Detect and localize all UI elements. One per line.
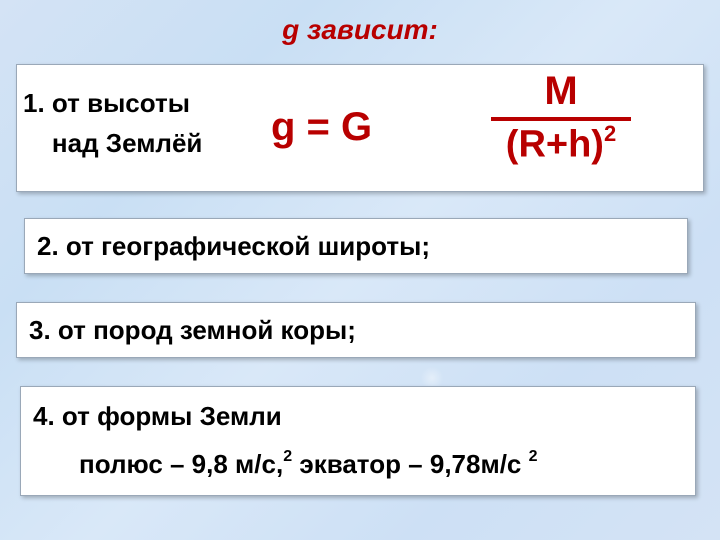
item-2-text: 2. от географической широты; xyxy=(37,231,430,262)
formula-den-exp: 2 xyxy=(604,121,616,146)
item-4-sup2: 2 xyxy=(529,448,538,465)
formula-den-base: (R+h) xyxy=(506,124,604,166)
item-2-box: 2. от географической широты; xyxy=(24,218,688,274)
slide-title: g зависит: xyxy=(0,14,720,46)
formula-fraction: M (R+h)2 xyxy=(461,71,661,164)
item-1-box: 1. от высоты над Землёй g = G M (R+h)2 xyxy=(16,64,704,192)
formula: g = G M (R+h)2 xyxy=(271,65,691,193)
item-4-line1: 4. от формы Земли xyxy=(33,401,282,432)
slide: g зависит: 1. от высоты над Землёй g = G… xyxy=(0,0,720,540)
formula-numerator: M xyxy=(461,71,661,111)
formula-denominator: (R+h)2 xyxy=(461,125,661,164)
item-3-box: 3. от пород земной коры; xyxy=(16,302,696,358)
item-1-line2: над Землёй xyxy=(52,128,203,158)
item-4-line2: полюс – 9,8 м/с,2 экватор – 9,78м/с 2 xyxy=(79,449,538,480)
item-4-sup1: 2 xyxy=(283,448,292,465)
item-1-text: 1. от высоты над Землёй xyxy=(23,83,202,164)
item-1-line1: 1. от высоты xyxy=(23,88,190,118)
item-3-text: 3. от пород земной коры; xyxy=(29,315,356,346)
item-4-box: 4. от формы Земли полюс – 9,8 м/с,2 эква… xyxy=(20,386,696,496)
item-4-values-prefix: полюс – 9,8 м/с, xyxy=(79,449,283,479)
formula-lhs: g = G xyxy=(271,105,372,150)
item-4-values-mid: экватор – 9,78м/с xyxy=(292,449,529,479)
